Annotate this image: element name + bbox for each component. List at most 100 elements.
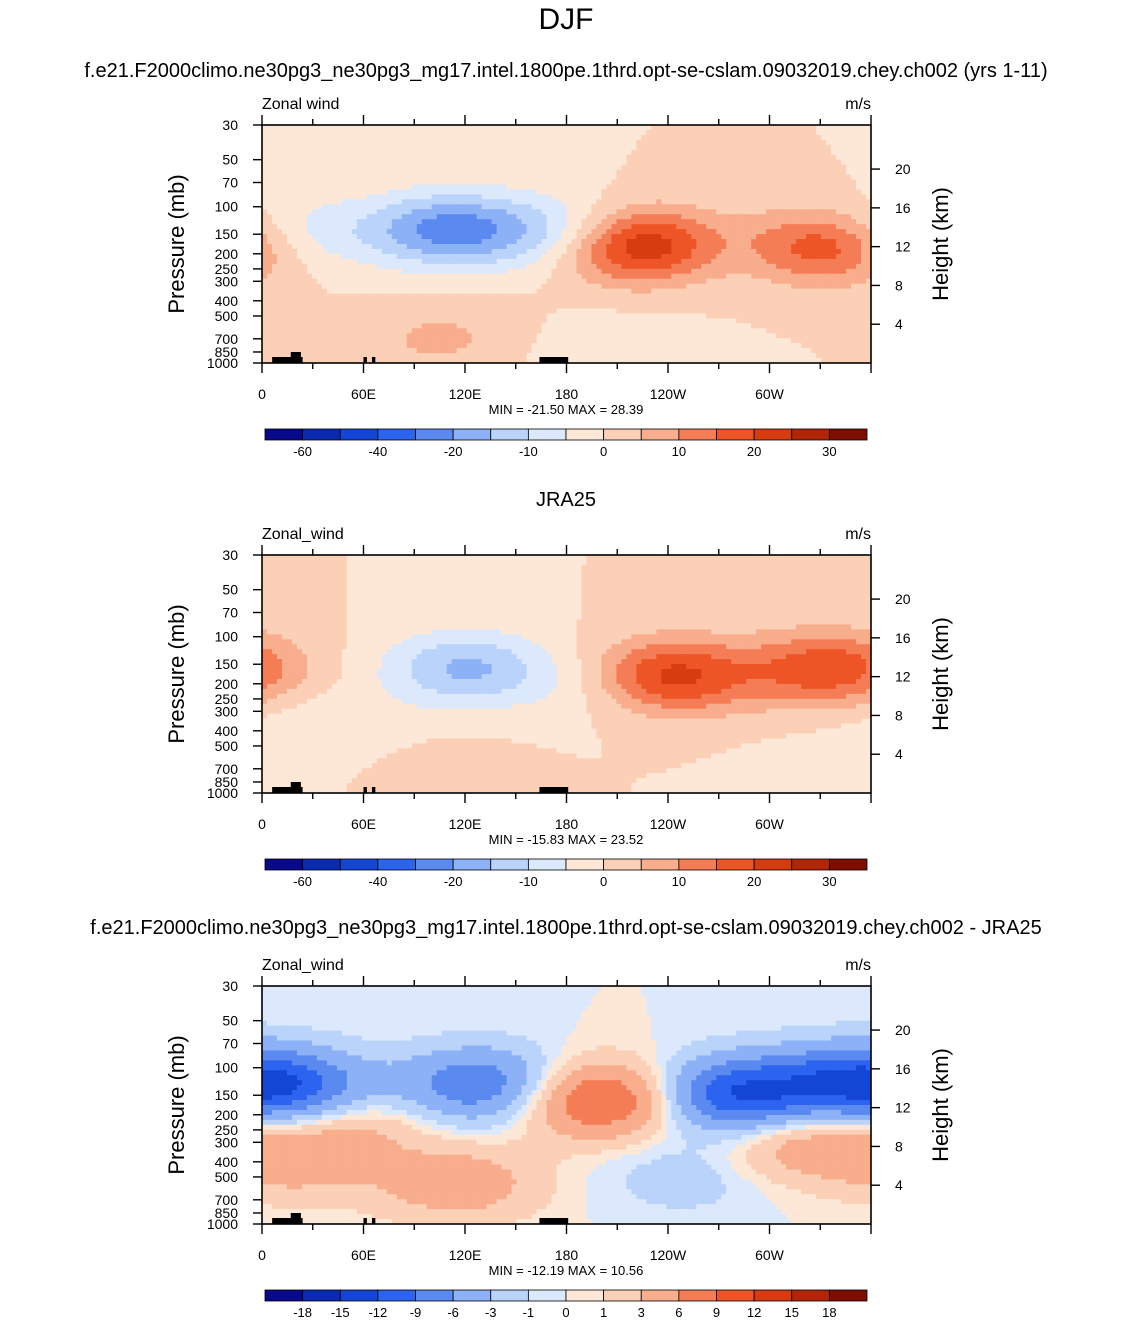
y-tick-label: 250 bbox=[215, 1122, 239, 1138]
y-tick-label: 150 bbox=[215, 656, 239, 672]
colorbar-label: 6 bbox=[675, 1305, 682, 1320]
colorbar-cell bbox=[415, 428, 454, 441]
x-tick-label: 60W bbox=[755, 1247, 785, 1263]
y-tick-label: 150 bbox=[215, 226, 239, 242]
y-tick-label: 70 bbox=[222, 175, 238, 191]
colorbar-label: -9 bbox=[410, 1305, 422, 1320]
y2-tick-label: 4 bbox=[895, 1177, 903, 1193]
y-tick-label: 70 bbox=[222, 605, 238, 621]
units-label: m/s bbox=[845, 957, 871, 974]
colorbar-cell bbox=[452, 1289, 492, 1302]
colorbar-cell bbox=[490, 1289, 529, 1302]
y-tick-label: 1000 bbox=[207, 355, 238, 371]
y-tick-label: 1000 bbox=[207, 785, 238, 801]
variable-label: Zonal_wind bbox=[262, 957, 344, 974]
colorbar-cell bbox=[527, 428, 567, 441]
y2-axis-title: Height (km) bbox=[928, 187, 953, 301]
contour-field bbox=[262, 125, 871, 363]
colorbar-label: 3 bbox=[638, 1305, 645, 1320]
y-tick-label: 500 bbox=[215, 308, 239, 324]
colorbar-cell bbox=[415, 858, 454, 871]
y-tick-label: 500 bbox=[215, 738, 239, 754]
y2-tick-label: 4 bbox=[895, 746, 903, 762]
y-tick-label: 100 bbox=[215, 1060, 239, 1076]
colorbar-cell bbox=[828, 428, 868, 441]
colorbar-label: -40 bbox=[368, 874, 387, 889]
topography bbox=[371, 357, 376, 363]
colorbar: -18 -15 -12 -9 -6 -3 -1 0 1 3 6 9 12 15 18 bbox=[264, 1289, 868, 1320]
colorbar-cell bbox=[377, 1289, 416, 1302]
x-tick-label: 120E bbox=[449, 1247, 482, 1263]
colorbar-cell bbox=[791, 1289, 830, 1302]
colorbar-cell bbox=[603, 1289, 642, 1302]
colorbar-label: 10 bbox=[672, 874, 686, 889]
x-tick-label: 0 bbox=[258, 816, 266, 832]
y2-tick-label: 16 bbox=[895, 630, 911, 646]
colorbar-cell bbox=[828, 858, 868, 871]
topography bbox=[295, 1218, 303, 1224]
min-max-label: MIN = -21.50 MAX = 28.39 bbox=[489, 402, 644, 417]
y-tick-label: 150 bbox=[215, 1087, 239, 1103]
colorbar-cell bbox=[678, 1289, 717, 1302]
colorbar-cell bbox=[302, 1289, 341, 1302]
colorbar-cell bbox=[640, 1289, 680, 1302]
colorbar-label: 12 bbox=[747, 1305, 761, 1320]
colorbar-label: 18 bbox=[822, 1305, 836, 1320]
colorbar-cell bbox=[452, 428, 492, 441]
colorbar-cell bbox=[264, 428, 304, 441]
colorbar-cell bbox=[302, 428, 341, 441]
colorbar-cell bbox=[640, 858, 680, 871]
y2-tick-label: 12 bbox=[895, 239, 911, 255]
y-tick-label: 400 bbox=[215, 1154, 239, 1170]
y2-tick-label: 12 bbox=[895, 669, 911, 685]
x-tick-label: 120W bbox=[650, 386, 687, 402]
contour-field bbox=[262, 986, 871, 1224]
y2-axis-title: Height (km) bbox=[928, 617, 953, 731]
colorbar-cell bbox=[415, 1289, 454, 1302]
y-tick-label: 100 bbox=[215, 629, 239, 645]
x-tick-label: 120E bbox=[449, 386, 482, 402]
x-tick-label: 60E bbox=[351, 816, 376, 832]
y-tick-label: 1000 bbox=[207, 1216, 238, 1232]
y-tick-label: 50 bbox=[222, 1013, 238, 1029]
x-tick-label: 180 bbox=[555, 386, 579, 402]
topography bbox=[539, 357, 569, 363]
y2-tick-label: 4 bbox=[895, 316, 903, 332]
x-tick-label: 60E bbox=[351, 386, 376, 402]
colorbar-cell bbox=[527, 1289, 567, 1302]
colorbar-label: 15 bbox=[785, 1305, 799, 1320]
units-label: m/s bbox=[845, 96, 871, 113]
colorbar-label: -20 bbox=[444, 874, 463, 889]
colorbar-label: -3 bbox=[485, 1305, 497, 1320]
colorbar-cell bbox=[377, 858, 416, 871]
y-tick-label: 250 bbox=[215, 691, 239, 707]
colorbar-cell bbox=[565, 858, 605, 871]
colorbar: -60 -40 -20 -10 0 10 20 30 bbox=[264, 428, 868, 459]
panel-title: f.e21.F2000climo.ne30pg3_ne30pg3_mg17.in… bbox=[84, 60, 1047, 82]
units-label: m/s bbox=[845, 526, 871, 543]
y-tick-label: 500 bbox=[215, 1169, 239, 1185]
x-tick-label: 0 bbox=[258, 1247, 266, 1263]
colorbar-cell bbox=[791, 858, 830, 871]
y-tick-label: 700 bbox=[215, 1192, 239, 1208]
y-tick-label: 300 bbox=[215, 1134, 239, 1150]
colorbar-cell bbox=[527, 858, 567, 871]
y-tick-label: 200 bbox=[215, 676, 239, 692]
y-tick-label: 30 bbox=[222, 117, 238, 133]
colorbar-cell bbox=[565, 1289, 605, 1302]
y-tick-label: 50 bbox=[222, 152, 238, 168]
topography bbox=[290, 1213, 301, 1224]
colorbar-cell bbox=[678, 428, 717, 441]
colorbar-cell bbox=[716, 428, 755, 441]
y-tick-label: 50 bbox=[222, 582, 238, 598]
y2-tick-label: 20 bbox=[895, 591, 911, 607]
y-tick-label: 400 bbox=[215, 723, 239, 739]
panel-1: f.e21.F2000climo.ne30pg3_ne30pg3_mg17.in… bbox=[84, 60, 1047, 459]
topography bbox=[290, 352, 301, 363]
y-tick-label: 850 bbox=[215, 774, 239, 790]
contour-field bbox=[262, 555, 871, 793]
colorbar-label: -10 bbox=[519, 444, 538, 459]
y-tick-label: 100 bbox=[215, 199, 239, 215]
